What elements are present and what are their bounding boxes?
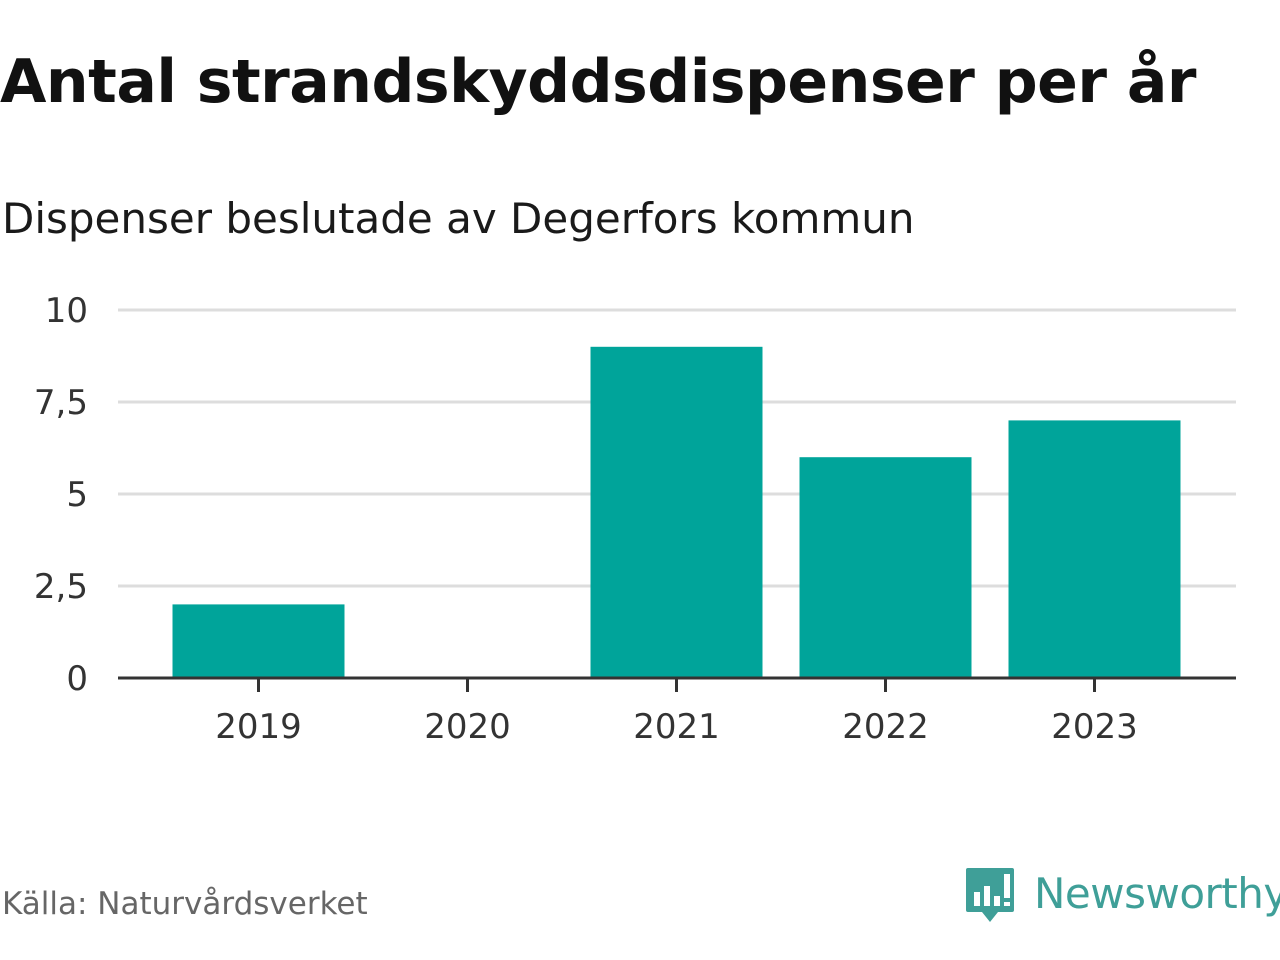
x-tick-label: 2023 [1051,707,1138,747]
bar [172,604,345,678]
y-tick-label: 0 [66,659,88,699]
y-tick-label: 2,5 [34,567,88,607]
y-tick-label: 7,5 [34,383,88,423]
x-tick-label: 2022 [842,707,929,747]
bar-chart: 0 2,5 5 7,5 10 2019 2020 2021 2022 2023 [34,291,1236,747]
chart-title: Antal strandskyddsdispenser per år [0,47,1196,117]
x-tick-label: 2021 [633,707,720,747]
bars [172,346,1181,678]
chart-subtitle: Dispenser beslutade av Degerfors kommun [2,194,915,243]
newsworthy-logo-icon [966,868,1014,922]
x-tick-label: 2020 [424,707,511,747]
bar [799,457,972,678]
brand-logo: Newsworthy [964,862,1280,926]
y-tick-label: 10 [45,291,88,331]
source-note: Källa: Naturvårdsverket [2,886,368,922]
brand-name: Newsworthy [1034,869,1280,918]
x-axis-ticks: 2019 2020 2021 2022 2023 [215,678,1138,747]
x-tick-label: 2019 [215,707,302,747]
bar [1008,420,1181,678]
y-tick-label: 5 [66,475,88,515]
bar [590,346,763,678]
y-axis-ticks: 0 2,5 5 7,5 10 [34,291,88,699]
